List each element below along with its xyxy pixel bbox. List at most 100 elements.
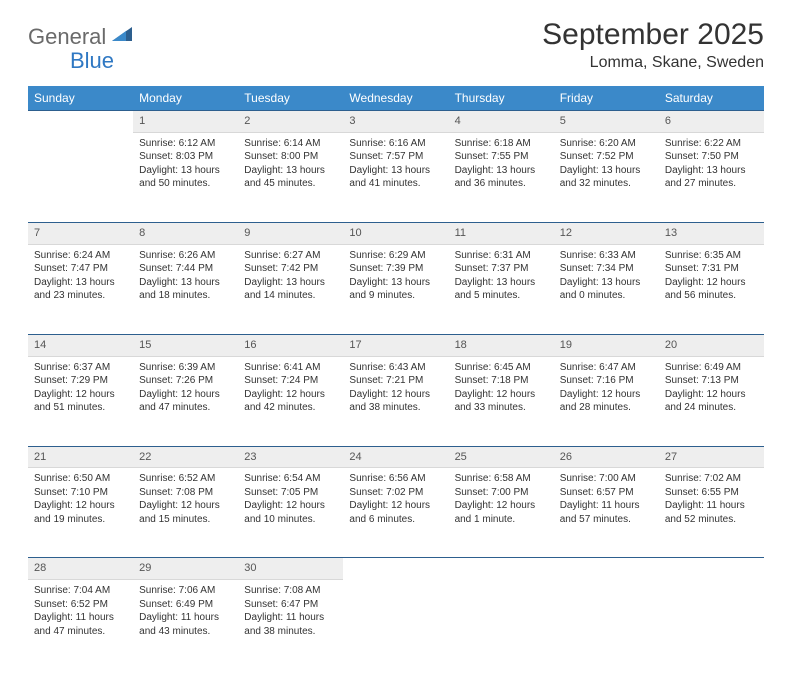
day-number: 5 [554, 111, 659, 133]
day-cell [449, 580, 554, 670]
sunset-text: Sunset: 7:55 PM [455, 150, 548, 164]
daylight1-text: Daylight: 13 hours [349, 164, 442, 178]
daylight2-text: and 43 minutes. [139, 625, 232, 639]
daylight2-text: and 28 minutes. [560, 401, 653, 415]
sunset-text: Sunset: 6:49 PM [139, 598, 232, 612]
day-number: 19 [554, 334, 659, 356]
sunset-text: Sunset: 7:05 PM [244, 486, 337, 500]
daylight2-text: and 57 minutes. [560, 513, 653, 527]
day-number [28, 111, 133, 133]
sunset-text: Sunset: 7:21 PM [349, 374, 442, 388]
day-cell: Sunrise: 7:04 AMSunset: 6:52 PMDaylight:… [28, 580, 133, 670]
day-cell: Sunrise: 7:00 AMSunset: 6:57 PMDaylight:… [554, 468, 659, 558]
day-number-row: 21222324252627 [28, 446, 764, 468]
sunrise-text: Sunrise: 6:39 AM [139, 361, 232, 375]
sunrise-text: Sunrise: 6:26 AM [139, 249, 232, 263]
day-cell: Sunrise: 7:08 AMSunset: 6:47 PMDaylight:… [238, 580, 343, 670]
day-cell: Sunrise: 6:52 AMSunset: 7:08 PMDaylight:… [133, 468, 238, 558]
sunset-text: Sunset: 7:50 PM [665, 150, 758, 164]
calendar-table: Sunday Monday Tuesday Wednesday Thursday… [28, 86, 764, 670]
daylight2-text: and 5 minutes. [455, 289, 548, 303]
sunrise-text: Sunrise: 6:14 AM [244, 137, 337, 151]
sunset-text: Sunset: 7:37 PM [455, 262, 548, 276]
logo: General [28, 18, 136, 50]
sunset-text: Sunset: 7:16 PM [560, 374, 653, 388]
sunrise-text: Sunrise: 6:31 AM [455, 249, 548, 263]
day-number: 14 [28, 334, 133, 356]
day-cell [659, 580, 764, 670]
day-number: 24 [343, 446, 448, 468]
day-number [554, 558, 659, 580]
day-number: 3 [343, 111, 448, 133]
day-cell: Sunrise: 6:24 AMSunset: 7:47 PMDaylight:… [28, 244, 133, 334]
sunrise-text: Sunrise: 6:24 AM [34, 249, 127, 263]
daylight1-text: Daylight: 13 hours [349, 276, 442, 290]
daylight1-text: Daylight: 11 hours [560, 499, 653, 513]
day-cell: Sunrise: 6:43 AMSunset: 7:21 PMDaylight:… [343, 356, 448, 446]
daylight1-text: Daylight: 11 hours [34, 611, 127, 625]
sunrise-text: Sunrise: 7:04 AM [34, 584, 127, 598]
day-number: 6 [659, 111, 764, 133]
sunset-text: Sunset: 7:52 PM [560, 150, 653, 164]
sunrise-text: Sunrise: 6:52 AM [139, 472, 232, 486]
daylight1-text: Daylight: 12 hours [34, 388, 127, 402]
daylight2-text: and 24 minutes. [665, 401, 758, 415]
weekday-header: Sunday [28, 86, 133, 111]
daylight1-text: Daylight: 13 hours [34, 276, 127, 290]
daylight1-text: Daylight: 13 hours [244, 164, 337, 178]
day-cell: Sunrise: 6:14 AMSunset: 8:00 PMDaylight:… [238, 132, 343, 222]
day-number: 9 [238, 222, 343, 244]
daylight1-text: Daylight: 13 hours [139, 276, 232, 290]
day-cell [28, 132, 133, 222]
daylight1-text: Daylight: 13 hours [560, 276, 653, 290]
daylight1-text: Daylight: 12 hours [455, 499, 548, 513]
daylight2-text: and 47 minutes. [34, 625, 127, 639]
sunrise-text: Sunrise: 6:22 AM [665, 137, 758, 151]
daylight2-text: and 1 minute. [455, 513, 548, 527]
daylight1-text: Daylight: 12 hours [665, 388, 758, 402]
sunset-text: Sunset: 7:31 PM [665, 262, 758, 276]
weekday-header-row: Sunday Monday Tuesday Wednesday Thursday… [28, 86, 764, 111]
daylight2-text: and 47 minutes. [139, 401, 232, 415]
day-number-row: 14151617181920 [28, 334, 764, 356]
daylight1-text: Daylight: 12 hours [244, 499, 337, 513]
daylight2-text: and 51 minutes. [34, 401, 127, 415]
sunset-text: Sunset: 7:29 PM [34, 374, 127, 388]
sunset-text: Sunset: 7:00 PM [455, 486, 548, 500]
day-number [343, 558, 448, 580]
sunset-text: Sunset: 7:34 PM [560, 262, 653, 276]
daylight2-text: and 0 minutes. [560, 289, 653, 303]
daylight2-text: and 42 minutes. [244, 401, 337, 415]
day-cell: Sunrise: 6:50 AMSunset: 7:10 PMDaylight:… [28, 468, 133, 558]
sunset-text: Sunset: 6:52 PM [34, 598, 127, 612]
day-number [659, 558, 764, 580]
day-cell: Sunrise: 6:37 AMSunset: 7:29 PMDaylight:… [28, 356, 133, 446]
day-number: 23 [238, 446, 343, 468]
day-number: 26 [554, 446, 659, 468]
day-number: 10 [343, 222, 448, 244]
sunset-text: Sunset: 8:00 PM [244, 150, 337, 164]
day-cell: Sunrise: 6:47 AMSunset: 7:16 PMDaylight:… [554, 356, 659, 446]
daylight2-text: and 27 minutes. [665, 177, 758, 191]
day-cell: Sunrise: 6:31 AMSunset: 7:37 PMDaylight:… [449, 244, 554, 334]
day-number: 22 [133, 446, 238, 468]
day-number: 8 [133, 222, 238, 244]
daylight2-text: and 14 minutes. [244, 289, 337, 303]
daylight1-text: Daylight: 13 hours [455, 164, 548, 178]
day-cell: Sunrise: 6:41 AMSunset: 7:24 PMDaylight:… [238, 356, 343, 446]
day-number-row: 282930 [28, 558, 764, 580]
day-cell: Sunrise: 6:49 AMSunset: 7:13 PMDaylight:… [659, 356, 764, 446]
sunrise-text: Sunrise: 6:33 AM [560, 249, 653, 263]
sunset-text: Sunset: 6:47 PM [244, 598, 337, 612]
day-cell: Sunrise: 6:12 AMSunset: 8:03 PMDaylight:… [133, 132, 238, 222]
logo-sail-icon [110, 25, 134, 43]
daylight1-text: Daylight: 12 hours [244, 388, 337, 402]
sunset-text: Sunset: 7:18 PM [455, 374, 548, 388]
day-content-row: Sunrise: 6:37 AMSunset: 7:29 PMDaylight:… [28, 356, 764, 446]
daylight2-text: and 15 minutes. [139, 513, 232, 527]
calendar-page: General September 2025 Lomma, Skane, Swe… [0, 0, 792, 688]
day-number: 1 [133, 111, 238, 133]
day-number: 4 [449, 111, 554, 133]
day-cell [554, 580, 659, 670]
day-cell: Sunrise: 6:29 AMSunset: 7:39 PMDaylight:… [343, 244, 448, 334]
